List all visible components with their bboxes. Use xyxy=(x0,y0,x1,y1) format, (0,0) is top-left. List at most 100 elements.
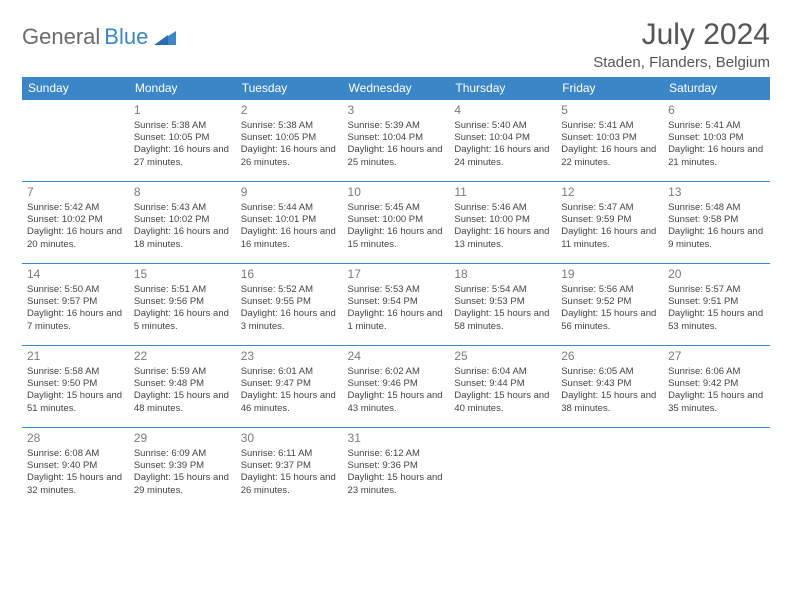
calendar-day-cell: 26Sunrise: 6:05 AMSunset: 9:43 PMDayligh… xyxy=(556,346,663,428)
calendar-week-row: 28Sunrise: 6:08 AMSunset: 9:40 PMDayligh… xyxy=(22,428,770,510)
day-number: 27 xyxy=(668,349,765,365)
daylight-text: Daylight: 15 hours and 40 minutes. xyxy=(454,390,551,415)
calendar-body: 1Sunrise: 5:38 AMSunset: 10:05 PMDayligh… xyxy=(22,100,770,510)
calendar-day-cell: 29Sunrise: 6:09 AMSunset: 9:39 PMDayligh… xyxy=(129,428,236,510)
sunset-text: Sunset: 9:40 PM xyxy=(27,460,124,472)
sunset-text: Sunset: 9:51 PM xyxy=(668,296,765,308)
day-number: 10 xyxy=(348,185,445,201)
calendar-table: SundayMondayTuesdayWednesdayThursdayFrid… xyxy=(22,77,770,510)
daylight-text: Daylight: 15 hours and 53 minutes. xyxy=(668,308,765,333)
day-number: 7 xyxy=(27,185,124,201)
sunrise-text: Sunrise: 5:38 AM xyxy=(134,120,231,132)
daylight-text: Daylight: 16 hours and 21 minutes. xyxy=(668,144,765,169)
brand-word1: General xyxy=(22,24,100,50)
calendar-day-cell: 16Sunrise: 5:52 AMSunset: 9:55 PMDayligh… xyxy=(236,264,343,346)
calendar-day-cell: 19Sunrise: 5:56 AMSunset: 9:52 PMDayligh… xyxy=(556,264,663,346)
day-number: 31 xyxy=(348,431,445,447)
page-title: July 2024 xyxy=(593,18,770,52)
sunrise-text: Sunrise: 5:48 AM xyxy=(668,202,765,214)
sunrise-text: Sunrise: 5:39 AM xyxy=(348,120,445,132)
day-number: 22 xyxy=(134,349,231,365)
sunset-text: Sunset: 9:52 PM xyxy=(561,296,658,308)
sunset-text: Sunset: 9:50 PM xyxy=(27,378,124,390)
day-number: 21 xyxy=(27,349,124,365)
day-number: 25 xyxy=(454,349,551,365)
calendar-day-cell xyxy=(449,428,556,510)
day-number: 19 xyxy=(561,267,658,283)
weekday-header: Saturday xyxy=(663,77,770,100)
daylight-text: Daylight: 15 hours and 23 minutes. xyxy=(348,472,445,497)
sunset-text: Sunset: 10:03 PM xyxy=(668,132,765,144)
calendar-day-cell: 28Sunrise: 6:08 AMSunset: 9:40 PMDayligh… xyxy=(22,428,129,510)
day-number: 17 xyxy=(348,267,445,283)
sunset-text: Sunset: 10:03 PM xyxy=(561,132,658,144)
sunset-text: Sunset: 10:00 PM xyxy=(348,214,445,226)
day-number: 12 xyxy=(561,185,658,201)
sunrise-text: Sunrise: 6:01 AM xyxy=(241,366,338,378)
daylight-text: Daylight: 15 hours and 29 minutes. xyxy=(134,472,231,497)
sunset-text: Sunset: 9:57 PM xyxy=(27,296,124,308)
daylight-text: Daylight: 16 hours and 16 minutes. xyxy=(241,226,338,251)
daylight-text: Daylight: 16 hours and 3 minutes. xyxy=(241,308,338,333)
sunset-text: Sunset: 10:01 PM xyxy=(241,214,338,226)
sunrise-text: Sunrise: 5:42 AM xyxy=(27,202,124,214)
day-number: 24 xyxy=(348,349,445,365)
sunrise-text: Sunrise: 6:08 AM xyxy=(27,448,124,460)
calendar-day-cell: 3Sunrise: 5:39 AMSunset: 10:04 PMDayligh… xyxy=(343,100,450,182)
calendar-week-row: 14Sunrise: 5:50 AMSunset: 9:57 PMDayligh… xyxy=(22,264,770,346)
sunrise-text: Sunrise: 5:59 AM xyxy=(134,366,231,378)
daylight-text: Daylight: 16 hours and 18 minutes. xyxy=(134,226,231,251)
day-number: 6 xyxy=(668,103,765,119)
sunrise-text: Sunrise: 5:40 AM xyxy=(454,120,551,132)
sunrise-text: Sunrise: 5:50 AM xyxy=(27,284,124,296)
sunset-text: Sunset: 10:05 PM xyxy=(241,132,338,144)
day-number: 5 xyxy=(561,103,658,119)
sunrise-text: Sunrise: 6:05 AM xyxy=(561,366,658,378)
sunrise-text: Sunrise: 5:47 AM xyxy=(561,202,658,214)
sunset-text: Sunset: 10:00 PM xyxy=(454,214,551,226)
weekday-header-row: SundayMondayTuesdayWednesdayThursdayFrid… xyxy=(22,77,770,100)
daylight-text: Daylight: 15 hours and 26 minutes. xyxy=(241,472,338,497)
sunrise-text: Sunrise: 5:58 AM xyxy=(27,366,124,378)
weekday-header: Monday xyxy=(129,77,236,100)
calendar-day-cell: 30Sunrise: 6:11 AMSunset: 9:37 PMDayligh… xyxy=(236,428,343,510)
sunrise-text: Sunrise: 5:57 AM xyxy=(668,284,765,296)
sunset-text: Sunset: 9:54 PM xyxy=(348,296,445,308)
calendar-day-cell: 5Sunrise: 5:41 AMSunset: 10:03 PMDayligh… xyxy=(556,100,663,182)
calendar-day-cell: 7Sunrise: 5:42 AMSunset: 10:02 PMDayligh… xyxy=(22,182,129,264)
sunrise-text: Sunrise: 5:54 AM xyxy=(454,284,551,296)
calendar-day-cell: 1Sunrise: 5:38 AMSunset: 10:05 PMDayligh… xyxy=(129,100,236,182)
calendar-day-cell: 24Sunrise: 6:02 AMSunset: 9:46 PMDayligh… xyxy=(343,346,450,428)
sunset-text: Sunset: 9:56 PM xyxy=(134,296,231,308)
daylight-text: Daylight: 15 hours and 46 minutes. xyxy=(241,390,338,415)
day-number: 9 xyxy=(241,185,338,201)
day-number: 15 xyxy=(134,267,231,283)
sunrise-text: Sunrise: 6:02 AM xyxy=(348,366,445,378)
sunset-text: Sunset: 9:55 PM xyxy=(241,296,338,308)
calendar-day-cell: 23Sunrise: 6:01 AMSunset: 9:47 PMDayligh… xyxy=(236,346,343,428)
calendar-day-cell: 2Sunrise: 5:38 AMSunset: 10:05 PMDayligh… xyxy=(236,100,343,182)
calendar-day-cell: 10Sunrise: 5:45 AMSunset: 10:00 PMDaylig… xyxy=(343,182,450,264)
sunset-text: Sunset: 9:58 PM xyxy=(668,214,765,226)
calendar-day-cell: 12Sunrise: 5:47 AMSunset: 9:59 PMDayligh… xyxy=(556,182,663,264)
calendar-day-cell: 27Sunrise: 6:06 AMSunset: 9:42 PMDayligh… xyxy=(663,346,770,428)
sunset-text: Sunset: 9:59 PM xyxy=(561,214,658,226)
weekday-header: Tuesday xyxy=(236,77,343,100)
sunset-text: Sunset: 9:42 PM xyxy=(668,378,765,390)
calendar-day-cell: 17Sunrise: 5:53 AMSunset: 9:54 PMDayligh… xyxy=(343,264,450,346)
location-text: Staden, Flanders, Belgium xyxy=(593,54,770,71)
calendar-day-cell: 14Sunrise: 5:50 AMSunset: 9:57 PMDayligh… xyxy=(22,264,129,346)
daylight-text: Daylight: 16 hours and 25 minutes. xyxy=(348,144,445,169)
header: GeneralBlue July 2024 Staden, Flanders, … xyxy=(22,18,770,71)
calendar-day-cell: 13Sunrise: 5:48 AMSunset: 9:58 PMDayligh… xyxy=(663,182,770,264)
day-number: 28 xyxy=(27,431,124,447)
calendar-day-cell: 25Sunrise: 6:04 AMSunset: 9:44 PMDayligh… xyxy=(449,346,556,428)
daylight-text: Daylight: 15 hours and 56 minutes. xyxy=(561,308,658,333)
daylight-text: Daylight: 15 hours and 32 minutes. xyxy=(27,472,124,497)
sunrise-text: Sunrise: 5:43 AM xyxy=(134,202,231,214)
daylight-text: Daylight: 16 hours and 11 minutes. xyxy=(561,226,658,251)
day-number: 2 xyxy=(241,103,338,119)
sunrise-text: Sunrise: 5:53 AM xyxy=(348,284,445,296)
daylight-text: Daylight: 16 hours and 22 minutes. xyxy=(561,144,658,169)
sunrise-text: Sunrise: 6:12 AM xyxy=(348,448,445,460)
